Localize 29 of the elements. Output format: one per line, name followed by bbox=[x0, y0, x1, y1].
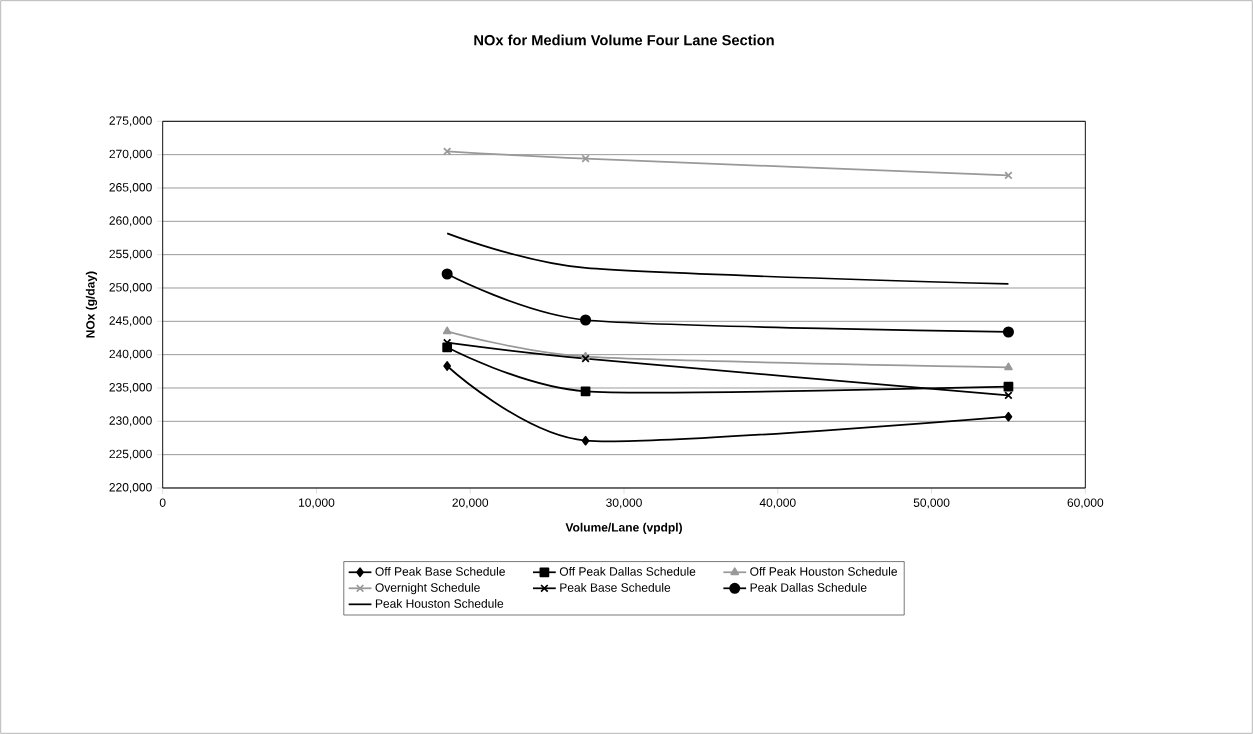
legend-label: Peak Base Schedule bbox=[560, 582, 671, 592]
legend-label: Peak Dallas Schedule bbox=[750, 582, 867, 592]
legend-label: Off Peak Base Schedule bbox=[375, 566, 505, 576]
legend-label: Off Peak Dallas Schedule bbox=[559, 566, 696, 576]
legend-label: Overnight Schedule bbox=[375, 582, 480, 595]
y-tick-label: 270,000 bbox=[109, 149, 152, 160]
y-tick-label: 225,000 bbox=[109, 449, 152, 460]
y-tick-label: 220,000 bbox=[109, 483, 152, 493]
y-tick-label: 265,000 bbox=[109, 183, 152, 193]
y-tick-label: 240,000 bbox=[109, 349, 152, 360]
x-tick-label: 40,000 bbox=[759, 498, 796, 509]
y-tick-label: 260,000 bbox=[109, 216, 152, 227]
y-tick-label: 230,000 bbox=[109, 416, 152, 427]
y-tick-label: 235,000 bbox=[109, 383, 152, 393]
legend-label: Off Peak Houston Schedule bbox=[750, 566, 897, 576]
y-tick-label: 275,000 bbox=[109, 116, 152, 127]
x-tick-label: 0 bbox=[159, 498, 166, 507]
x-tick-label: 50,000 bbox=[913, 498, 950, 509]
x-tick-label: 20,000 bbox=[452, 498, 489, 509]
y-tick-label: 255,000 bbox=[109, 249, 152, 260]
x-tick-label: 10,000 bbox=[299, 498, 335, 509]
chart-title: NOx for Medium Volume Four Lane Section bbox=[474, 34, 774, 46]
x-tick-label: 30,000 bbox=[606, 498, 642, 509]
x-axis-title: Volume/Lane (vpdpl) bbox=[565, 522, 682, 534]
y-tick-label: 245,000 bbox=[109, 316, 152, 327]
legend-label: Peak Houston Schedule bbox=[375, 598, 504, 608]
x-tick-label: 60,000 bbox=[1067, 498, 1104, 509]
y-axis-title: NOx (g/day) bbox=[85, 271, 98, 338]
y-tick-label: 250,000 bbox=[109, 283, 152, 293]
